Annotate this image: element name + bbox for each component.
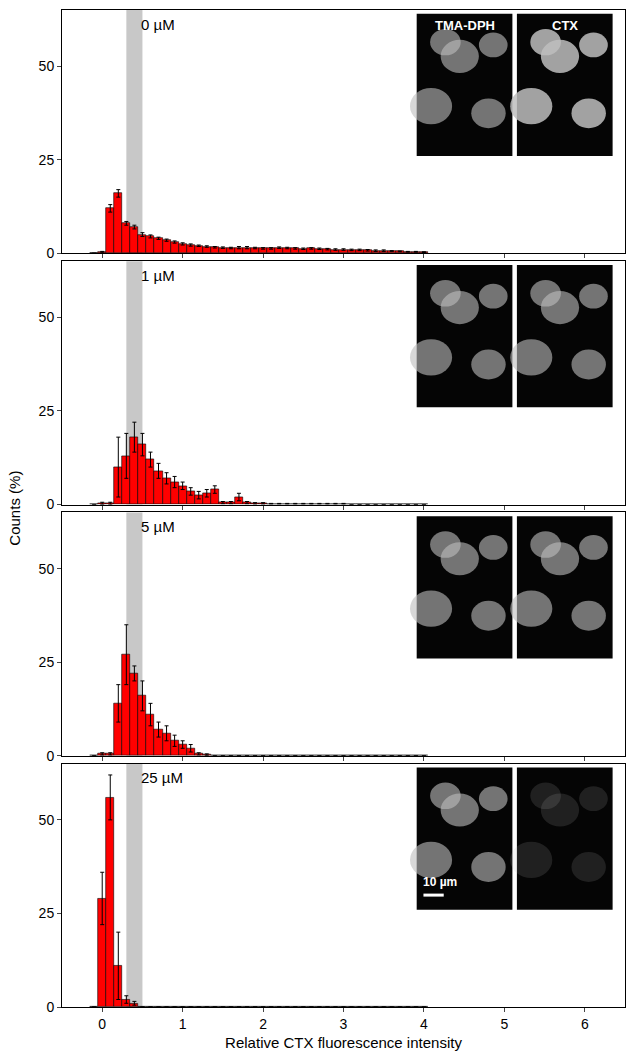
svg-text:50: 50 (39, 309, 55, 325)
svg-text:1: 1 (179, 1016, 187, 1032)
svg-text:5: 5 (500, 1016, 508, 1032)
svg-text:Relative CTX fluorescence inte: Relative CTX fluorescence intensity (225, 1034, 462, 1051)
svg-text:25 µM: 25 µM (141, 769, 183, 786)
svg-text:0: 0 (46, 999, 54, 1015)
svg-text:0 µM: 0 µM (141, 16, 175, 33)
svg-text:TMA-DPH: TMA-DPH (435, 18, 495, 33)
svg-text:CTX: CTX (552, 18, 578, 33)
svg-text:4: 4 (420, 1016, 428, 1032)
svg-text:10 µm: 10 µm (423, 875, 457, 889)
svg-text:Counts (%): Counts (%) (6, 471, 23, 546)
svg-text:6: 6 (581, 1016, 589, 1032)
svg-text:50: 50 (39, 812, 55, 828)
svg-text:0: 0 (98, 1016, 106, 1032)
svg-text:5 µM: 5 µM (141, 518, 175, 535)
svg-text:0: 0 (46, 496, 54, 512)
svg-text:25: 25 (39, 654, 55, 670)
svg-text:50: 50 (39, 561, 55, 577)
svg-text:2: 2 (259, 1016, 267, 1032)
svg-text:1 µM: 1 µM (141, 267, 175, 284)
svg-text:25: 25 (39, 403, 55, 419)
svg-text:0: 0 (46, 245, 54, 261)
svg-text:3: 3 (340, 1016, 348, 1032)
svg-text:25: 25 (39, 905, 55, 921)
svg-text:50: 50 (39, 58, 55, 74)
svg-text:25: 25 (39, 152, 55, 168)
svg-text:0: 0 (46, 748, 54, 764)
